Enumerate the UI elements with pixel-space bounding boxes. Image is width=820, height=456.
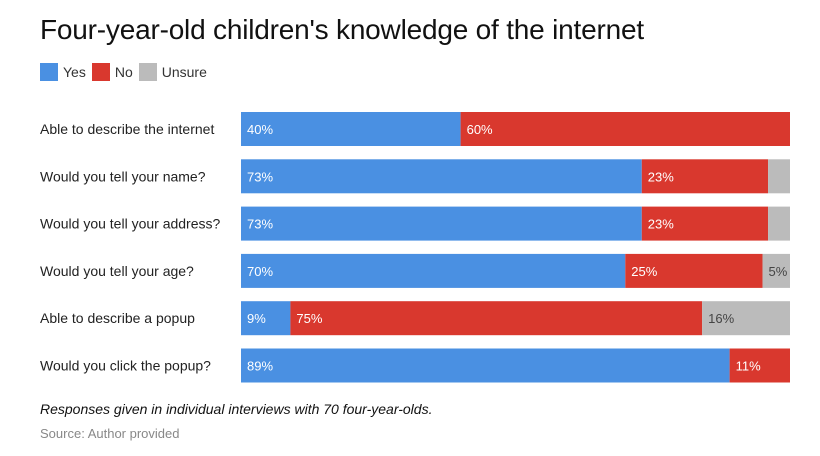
bar-yes-able-to-describe-a-popup bbox=[241, 301, 291, 336]
bar-no-would-you-tell-your-age bbox=[625, 253, 763, 288]
data-label-yes-would-you-tell-your-age: 70% bbox=[247, 264, 273, 279]
bar-yes-able-to-describe-the-internet bbox=[241, 112, 461, 146]
row-label-would-you-click-the-popup: Would you click the popup? bbox=[40, 358, 211, 374]
bar-yes-would-you-tell-your-name bbox=[241, 159, 642, 194]
bar-no-able-to-describe-a-popup bbox=[290, 301, 703, 336]
bar-yes-would-you-tell-your-age bbox=[241, 253, 626, 288]
legend-swatch-yes bbox=[40, 63, 58, 81]
chart-caption: Responses given in individual interviews… bbox=[40, 401, 433, 417]
bar-no-would-you-tell-your-address bbox=[641, 206, 769, 241]
bar-no-able-to-describe-the-internet bbox=[460, 112, 790, 146]
legend-item-no: No bbox=[91, 63, 133, 81]
data-label-yes-would-you-click-the-popup: 89% bbox=[247, 359, 273, 374]
bar-yes-would-you-click-the-popup bbox=[241, 348, 730, 383]
bar-unsure-would-you-tell-your-name bbox=[768, 159, 790, 194]
legend-label-yes: Yes bbox=[63, 64, 86, 80]
legend-item-yes: Yes bbox=[40, 63, 86, 81]
bar-no-would-you-click-the-popup bbox=[729, 348, 790, 383]
data-label-no-able-to-describe-a-popup: 75% bbox=[296, 311, 322, 326]
legend-swatch-no bbox=[91, 63, 110, 81]
data-label-no-would-you-click-the-popup: 11% bbox=[736, 359, 761, 374]
legend-label-no: No bbox=[114, 64, 133, 80]
bar-unsure-able-to-describe-a-popup bbox=[702, 301, 790, 336]
legend-label-unsure: Unsure bbox=[161, 64, 207, 80]
stacked-bar-chart: Able to describe the internet 40% 60% Would… bbox=[40, 112, 790, 383]
legend-item-unsure: Unsure bbox=[138, 63, 207, 81]
row-label-would-you-tell-your-address: Would you tell your address? bbox=[40, 216, 220, 232]
data-label-yes-would-you-tell-your-address: 73% bbox=[247, 217, 273, 232]
bar-unsure-would-you-tell-your-age bbox=[762, 253, 790, 288]
data-label-no-would-you-tell-your-address: 23% bbox=[648, 217, 674, 232]
data-label-no-able-to-describe-the-internet: 60% bbox=[467, 122, 493, 137]
data-label-unsure-would-you-tell-your-age: 5% bbox=[769, 264, 788, 279]
legend-swatch-unsure bbox=[138, 63, 157, 81]
bar-no-would-you-tell-your-name bbox=[641, 159, 769, 194]
row-label-able-to-describe-a-popup: Able to describe a popup bbox=[40, 310, 195, 326]
data-label-yes-able-to-describe-a-popup: 9% bbox=[247, 311, 266, 326]
data-label-yes-able-to-describe-the-internet: 40% bbox=[247, 122, 273, 137]
data-label-no-would-you-tell-your-name: 23% bbox=[648, 169, 674, 184]
row-label-would-you-tell-your-name: Would you tell your name? bbox=[40, 168, 206, 184]
bar-yes-would-you-tell-your-address bbox=[241, 206, 642, 241]
data-label-unsure-able-to-describe-a-popup: 16% bbox=[708, 311, 734, 326]
chart-title: Four-year-old children's knowledge of th… bbox=[40, 14, 644, 45]
legend: Yes No Unsure bbox=[40, 63, 213, 81]
bar-unsure-would-you-tell-your-address bbox=[768, 206, 790, 241]
row-label-able-to-describe-the-internet: Able to describe the internet bbox=[40, 121, 214, 137]
data-label-no-would-you-tell-your-age: 25% bbox=[631, 264, 657, 279]
data-label-yes-would-you-tell-your-name: 73% bbox=[247, 169, 273, 184]
row-label-would-you-tell-your-age: Would you tell your age? bbox=[40, 263, 194, 279]
chart-source: Source: Author provided bbox=[40, 426, 180, 441]
